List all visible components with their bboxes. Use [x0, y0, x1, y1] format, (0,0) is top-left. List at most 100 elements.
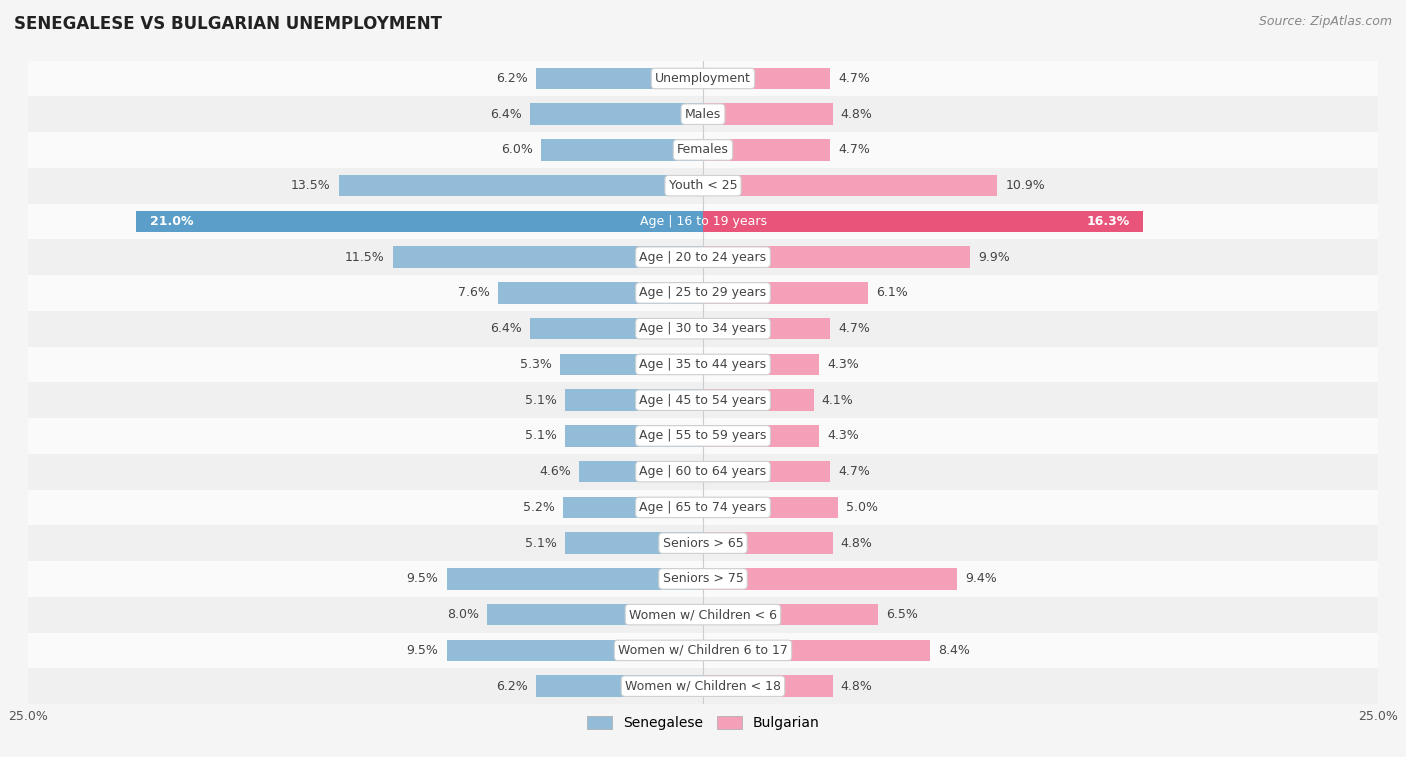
Text: Seniors > 65: Seniors > 65: [662, 537, 744, 550]
Text: 6.2%: 6.2%: [496, 72, 527, 85]
Bar: [28, 96, 1378, 132]
Bar: [703, 425, 820, 447]
Text: 4.8%: 4.8%: [841, 680, 873, 693]
Text: SENEGALESE VS BULGARIAN UNEMPLOYMENT: SENEGALESE VS BULGARIAN UNEMPLOYMENT: [14, 15, 441, 33]
Text: 6.4%: 6.4%: [491, 322, 522, 335]
Bar: [447, 640, 703, 661]
Text: 4.7%: 4.7%: [838, 465, 870, 478]
Text: 6.2%: 6.2%: [496, 680, 527, 693]
Text: 4.8%: 4.8%: [841, 107, 873, 120]
Text: Age | 55 to 59 years: Age | 55 to 59 years: [640, 429, 766, 442]
Text: 4.1%: 4.1%: [821, 394, 853, 407]
Bar: [136, 210, 703, 232]
Text: 4.3%: 4.3%: [827, 358, 859, 371]
Text: 4.7%: 4.7%: [838, 143, 870, 157]
Bar: [392, 247, 703, 268]
Bar: [703, 282, 868, 304]
Bar: [28, 61, 1378, 96]
Text: 5.0%: 5.0%: [846, 501, 879, 514]
Text: 4.7%: 4.7%: [838, 322, 870, 335]
Bar: [530, 104, 703, 125]
Bar: [560, 354, 703, 375]
Text: 5.3%: 5.3%: [520, 358, 551, 371]
Text: 5.2%: 5.2%: [523, 501, 554, 514]
Bar: [28, 668, 1378, 704]
Text: 4.6%: 4.6%: [538, 465, 571, 478]
Text: 9.9%: 9.9%: [979, 251, 1010, 263]
Bar: [498, 282, 703, 304]
Bar: [28, 490, 1378, 525]
Bar: [703, 104, 832, 125]
Text: Females: Females: [678, 143, 728, 157]
Bar: [28, 418, 1378, 453]
Bar: [28, 311, 1378, 347]
Text: 8.0%: 8.0%: [447, 608, 479, 621]
Text: Age | 30 to 34 years: Age | 30 to 34 years: [640, 322, 766, 335]
Text: 8.4%: 8.4%: [938, 644, 970, 657]
Legend: Senegalese, Bulgarian: Senegalese, Bulgarian: [581, 711, 825, 736]
Text: Women w/ Children < 6: Women w/ Children < 6: [628, 608, 778, 621]
Bar: [541, 139, 703, 160]
Text: Source: ZipAtlas.com: Source: ZipAtlas.com: [1258, 15, 1392, 28]
Bar: [28, 239, 1378, 275]
Bar: [486, 604, 703, 625]
Text: 11.5%: 11.5%: [344, 251, 384, 263]
Bar: [28, 347, 1378, 382]
Bar: [703, 675, 832, 697]
Text: 9.4%: 9.4%: [965, 572, 997, 585]
Bar: [28, 597, 1378, 633]
Bar: [28, 168, 1378, 204]
Bar: [28, 204, 1378, 239]
Text: 5.1%: 5.1%: [526, 537, 557, 550]
Text: 6.5%: 6.5%: [887, 608, 918, 621]
Bar: [536, 67, 703, 89]
Text: 4.3%: 4.3%: [827, 429, 859, 442]
Text: 21.0%: 21.0%: [149, 215, 193, 228]
Bar: [703, 67, 830, 89]
Bar: [703, 640, 929, 661]
Bar: [703, 175, 997, 196]
Bar: [28, 382, 1378, 418]
Text: Age | 65 to 74 years: Age | 65 to 74 years: [640, 501, 766, 514]
Bar: [28, 453, 1378, 490]
Bar: [565, 425, 703, 447]
Bar: [703, 604, 879, 625]
Bar: [530, 318, 703, 339]
Text: 4.7%: 4.7%: [838, 72, 870, 85]
Text: 16.3%: 16.3%: [1087, 215, 1129, 228]
Text: 9.5%: 9.5%: [406, 644, 439, 657]
Bar: [703, 461, 830, 482]
Bar: [447, 569, 703, 590]
Text: Age | 60 to 64 years: Age | 60 to 64 years: [640, 465, 766, 478]
Bar: [565, 532, 703, 554]
Bar: [579, 461, 703, 482]
Bar: [703, 497, 838, 518]
Bar: [562, 497, 703, 518]
Text: 13.5%: 13.5%: [291, 179, 330, 192]
Text: Age | 45 to 54 years: Age | 45 to 54 years: [640, 394, 766, 407]
Text: 6.1%: 6.1%: [876, 286, 907, 300]
Text: 6.4%: 6.4%: [491, 107, 522, 120]
Text: Women w/ Children < 18: Women w/ Children < 18: [626, 680, 780, 693]
Text: Unemployment: Unemployment: [655, 72, 751, 85]
Text: 4.8%: 4.8%: [841, 537, 873, 550]
Text: 7.6%: 7.6%: [458, 286, 489, 300]
Text: Youth < 25: Youth < 25: [669, 179, 737, 192]
Bar: [28, 525, 1378, 561]
Bar: [703, 354, 820, 375]
Bar: [703, 569, 956, 590]
Text: Age | 25 to 29 years: Age | 25 to 29 years: [640, 286, 766, 300]
Text: Age | 35 to 44 years: Age | 35 to 44 years: [640, 358, 766, 371]
Bar: [28, 633, 1378, 668]
Text: 5.1%: 5.1%: [526, 394, 557, 407]
Text: Age | 16 to 19 years: Age | 16 to 19 years: [640, 215, 766, 228]
Text: 5.1%: 5.1%: [526, 429, 557, 442]
Bar: [703, 532, 832, 554]
Bar: [28, 561, 1378, 597]
Bar: [28, 132, 1378, 168]
Text: 6.0%: 6.0%: [501, 143, 533, 157]
Bar: [703, 139, 830, 160]
Text: 10.9%: 10.9%: [1005, 179, 1045, 192]
Bar: [703, 389, 814, 411]
Text: Males: Males: [685, 107, 721, 120]
